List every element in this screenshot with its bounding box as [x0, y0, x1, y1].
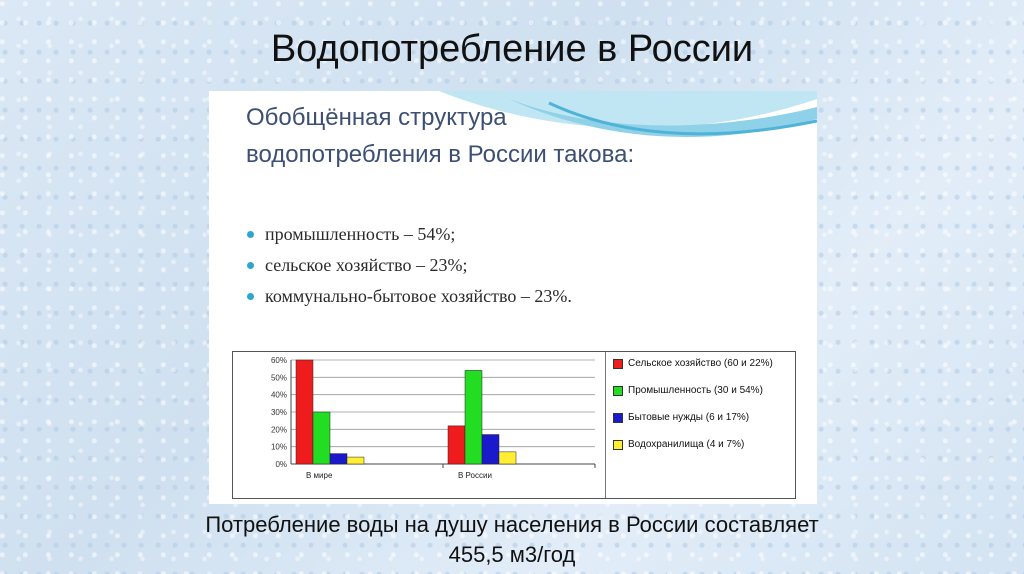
legend-item: Промышленность (30 и 54%) [611, 383, 793, 398]
bar [481, 434, 500, 465]
legend-label: Промышленность (30 и 54%) [628, 385, 763, 396]
caption: Потребление воды на душу населения в Рос… [0, 510, 1024, 570]
legend-item: Сельское хозяйство (60 и 22%) [611, 356, 793, 371]
decorative-wave [439, 91, 817, 138]
bullet-item: промышленность – 54%; [245, 219, 572, 250]
page-title: Водопотребление в России [270, 28, 754, 70]
legend-swatch [613, 440, 623, 450]
plot-frame: 0% 10% 20% 30% 40% 50% 60% В мире В России [233, 352, 606, 498]
y-tick-label: 40% [271, 391, 287, 400]
y-tick-label: 60% [271, 356, 287, 365]
slide-heading-line1: Обобщённая структура [246, 104, 507, 131]
bar [464, 370, 483, 465]
bar [295, 359, 314, 465]
chart-box: 0% 10% 20% 30% 40% 50% 60% В мире В России Сельс… [232, 351, 796, 499]
bar-chart: 0% 10% 20% 30% 40% 50% 60% В мире В России [271, 356, 596, 480]
legend-label: Сельское хозяйство (60 и 22%) [628, 358, 773, 369]
legend-swatch [613, 359, 623, 369]
y-tick-label: 0% [275, 460, 287, 469]
slide-image: Обобщённая структура водопотребления в Р… [209, 91, 817, 504]
legend-swatch [613, 413, 623, 423]
caption-line2: 455,5 м3/год [448, 542, 576, 567]
x-tick-label: В мире [306, 471, 333, 480]
bar [498, 451, 517, 465]
legend-label: Бытовые нужды (6 и 17%) [628, 412, 750, 423]
bullet-item: коммунально-бытовое хозяйство – 23%. [245, 281, 572, 312]
legend-label: Водохранилища (4 и 7%) [628, 439, 745, 450]
slide-heading-line2: водопотребления в России такова: [246, 141, 635, 169]
y-tick-label: 10% [271, 443, 287, 452]
chart-legend: Сельское хозяйство (60 и 22%) Промышленн… [611, 356, 793, 464]
bar [447, 425, 466, 465]
legend-item: Бытовые нужды (6 и 17%) [611, 410, 793, 425]
slide-heading: Обобщённая структура водопотребления в Р… [246, 99, 806, 173]
y-tick-label: 50% [271, 373, 287, 382]
bullet-list: промышленность – 54%; сельское хозяйство… [245, 219, 572, 312]
bar [346, 456, 365, 465]
bar [312, 411, 331, 465]
y-tick-label: 30% [271, 408, 287, 417]
x-tick-label: В России [458, 471, 492, 480]
y-tick-label: 20% [271, 425, 287, 434]
legend-swatch [613, 386, 623, 396]
bar [329, 453, 348, 465]
legend-item: Водохранилища (4 и 7%) [611, 437, 793, 452]
caption-line1: Потребление воды на душу населения в Рос… [205, 512, 819, 537]
bullet-item: сельское хозяйство – 23%; [245, 250, 572, 281]
